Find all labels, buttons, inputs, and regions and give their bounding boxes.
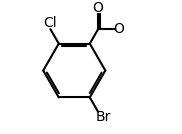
Text: Br: Br [95,110,111,124]
Text: O: O [114,22,124,36]
Text: O: O [93,1,104,15]
Text: Cl: Cl [43,16,57,30]
